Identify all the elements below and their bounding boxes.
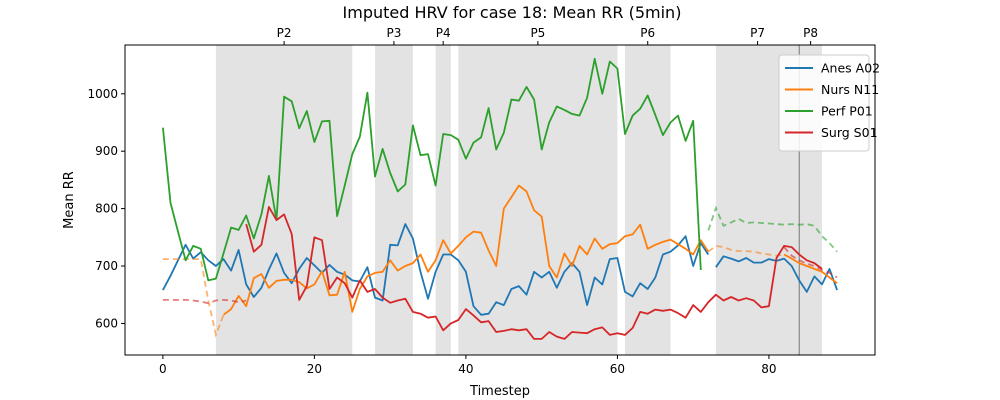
x-axis-label: Timestep: [469, 384, 530, 399]
phase-label-p4: P4: [436, 26, 451, 40]
series-surg-s01-imputed-2: [783, 246, 838, 279]
y-axis-label: Mean RR: [62, 171, 77, 229]
plot-frame: [124, 44, 876, 356]
series-perf-p01-imputed-1: [707, 205, 838, 253]
y-tick-label: 600: [95, 316, 118, 330]
y-axis-ticks: 600 700 800 900 1000: [87, 87, 125, 330]
chart-title: Imputed HRV for case 18: Mean RR (5min): [343, 3, 682, 22]
series-nurs-n11-imputed-2: [707, 244, 785, 257]
x-tick-label: 60: [610, 362, 625, 376]
x-tick-label: 40: [458, 362, 473, 376]
series-surg-s01-line-1: [245, 205, 823, 340]
x-tick-label: 0: [159, 362, 167, 376]
phase-label-p3: P3: [387, 26, 402, 40]
phase-label-p6: P6: [640, 26, 655, 40]
legend-label: Surg S01: [821, 125, 878, 140]
series-nurs-n11-imputed-1: [162, 258, 225, 339]
phase-label-p7: P7: [750, 26, 765, 40]
series-nurs-n11-line-2: [783, 253, 838, 284]
phase-shading: [215, 45, 822, 355]
legend-box: [778, 54, 870, 152]
phase-band-4: [458, 45, 618, 355]
series-perf-p01-line-1: [162, 57, 702, 282]
y-tick-label: 800: [95, 202, 118, 216]
phase-label-p2: P2: [277, 26, 292, 40]
series-nurs-n11-line-1: [222, 184, 710, 316]
x-tick-label: 20: [307, 362, 322, 376]
y-tick-label: 900: [95, 144, 118, 158]
series-lines: [162, 57, 838, 340]
legend-label: Anes A02: [821, 61, 880, 76]
series-anes-a02-line-1: [162, 223, 710, 316]
series-surg-s01-imputed-1: [162, 298, 247, 305]
x-tick-label: 80: [761, 362, 776, 376]
phase-band-1: [215, 45, 353, 355]
y-tick-label: 700: [95, 259, 118, 273]
phase-band-2: [375, 45, 413, 355]
phase-labels: P2 P3 P4 P5 P6 P7 P8: [277, 26, 818, 45]
legend-label: Nurs N11: [821, 82, 879, 97]
phase-band-5: [625, 45, 671, 355]
x-axis-ticks: 0 20 40 60 80: [159, 355, 777, 376]
legend-label: Perf P01: [821, 104, 873, 119]
phase-label-p8: P8: [803, 26, 818, 40]
y-tick-label: 1000: [87, 87, 118, 101]
phase-label-p5: P5: [530, 26, 545, 40]
phase-band-3: [435, 45, 451, 355]
legend: Anes A02 Nurs N11 Perf P01 Surg S01: [778, 54, 880, 152]
